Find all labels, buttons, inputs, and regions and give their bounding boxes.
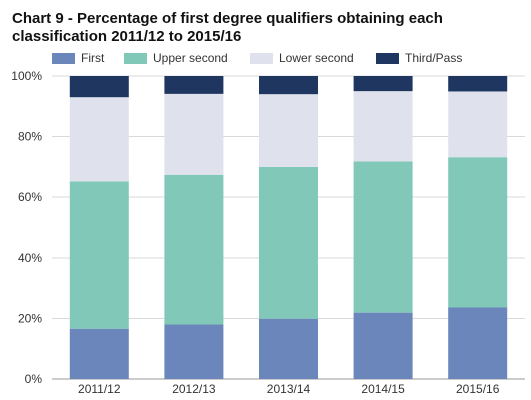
bar-segment-lower-second [259, 94, 318, 167]
bar-segment-first [164, 324, 224, 379]
chart-legend: First Upper second Lower second Third/Pa… [52, 50, 522, 66]
bar-segment-first [259, 318, 318, 379]
legend-item-first: First [52, 50, 104, 66]
legend-label-third-pass: Third/Pass [405, 51, 463, 65]
bar-segment-third-pass [353, 76, 413, 92]
bar-segment-upper-second [164, 174, 224, 325]
bar-segment-third-pass [69, 76, 129, 98]
bar-segment-upper-second [259, 166, 318, 319]
bar-segment-upper-second [448, 157, 508, 308]
y-tick-label: 60% [18, 190, 42, 204]
bar-segment-lower-second [164, 93, 224, 175]
x-tick-label: 2015/16 [456, 382, 500, 396]
chart-title: Chart 9 - Percentage of first degree qua… [12, 10, 443, 45]
bar-segment-lower-second [69, 97, 129, 182]
bar-segment-third-pass [448, 76, 508, 92]
bar-segment-first [448, 307, 508, 379]
legend-swatch-third-pass [376, 52, 399, 64]
legend-label-upper-second: Upper second [153, 51, 228, 65]
legend-item-upper-second: Upper second [124, 50, 228, 66]
bar-segment-lower-second [353, 91, 413, 162]
bar-segment-upper-second [69, 181, 129, 329]
legend-swatch-lower-second [250, 52, 273, 64]
x-tick-label: 2011/12 [78, 382, 121, 396]
legend-swatch-upper-second [124, 52, 147, 64]
y-tick-label: 20% [18, 311, 42, 325]
y-tick-label: 0% [25, 372, 43, 386]
y-tick-label: 100% [11, 69, 42, 83]
bar-segment-third-pass [259, 76, 318, 95]
x-tick-label: 2012/13 [172, 382, 216, 396]
legend-label-first: First [81, 51, 105, 65]
bar-segment-first [69, 328, 129, 379]
bar-segment-first [353, 312, 413, 379]
legend-swatch-first [52, 52, 75, 64]
y-tick-label: 80% [18, 130, 42, 144]
legend-item-lower-second: Lower second [250, 50, 354, 66]
y-tick-label: 40% [18, 251, 42, 265]
bar-segment-lower-second [448, 91, 508, 158]
bar-segment-third-pass [164, 76, 224, 94]
bar-segment-upper-second [353, 161, 413, 313]
legend-item-third-pass: Third/Pass [376, 50, 462, 66]
x-tick-label: 2013/14 [267, 382, 311, 396]
legend-label-lower-second: Lower second [279, 51, 354, 65]
x-tick-label: 2014/15 [361, 382, 405, 396]
